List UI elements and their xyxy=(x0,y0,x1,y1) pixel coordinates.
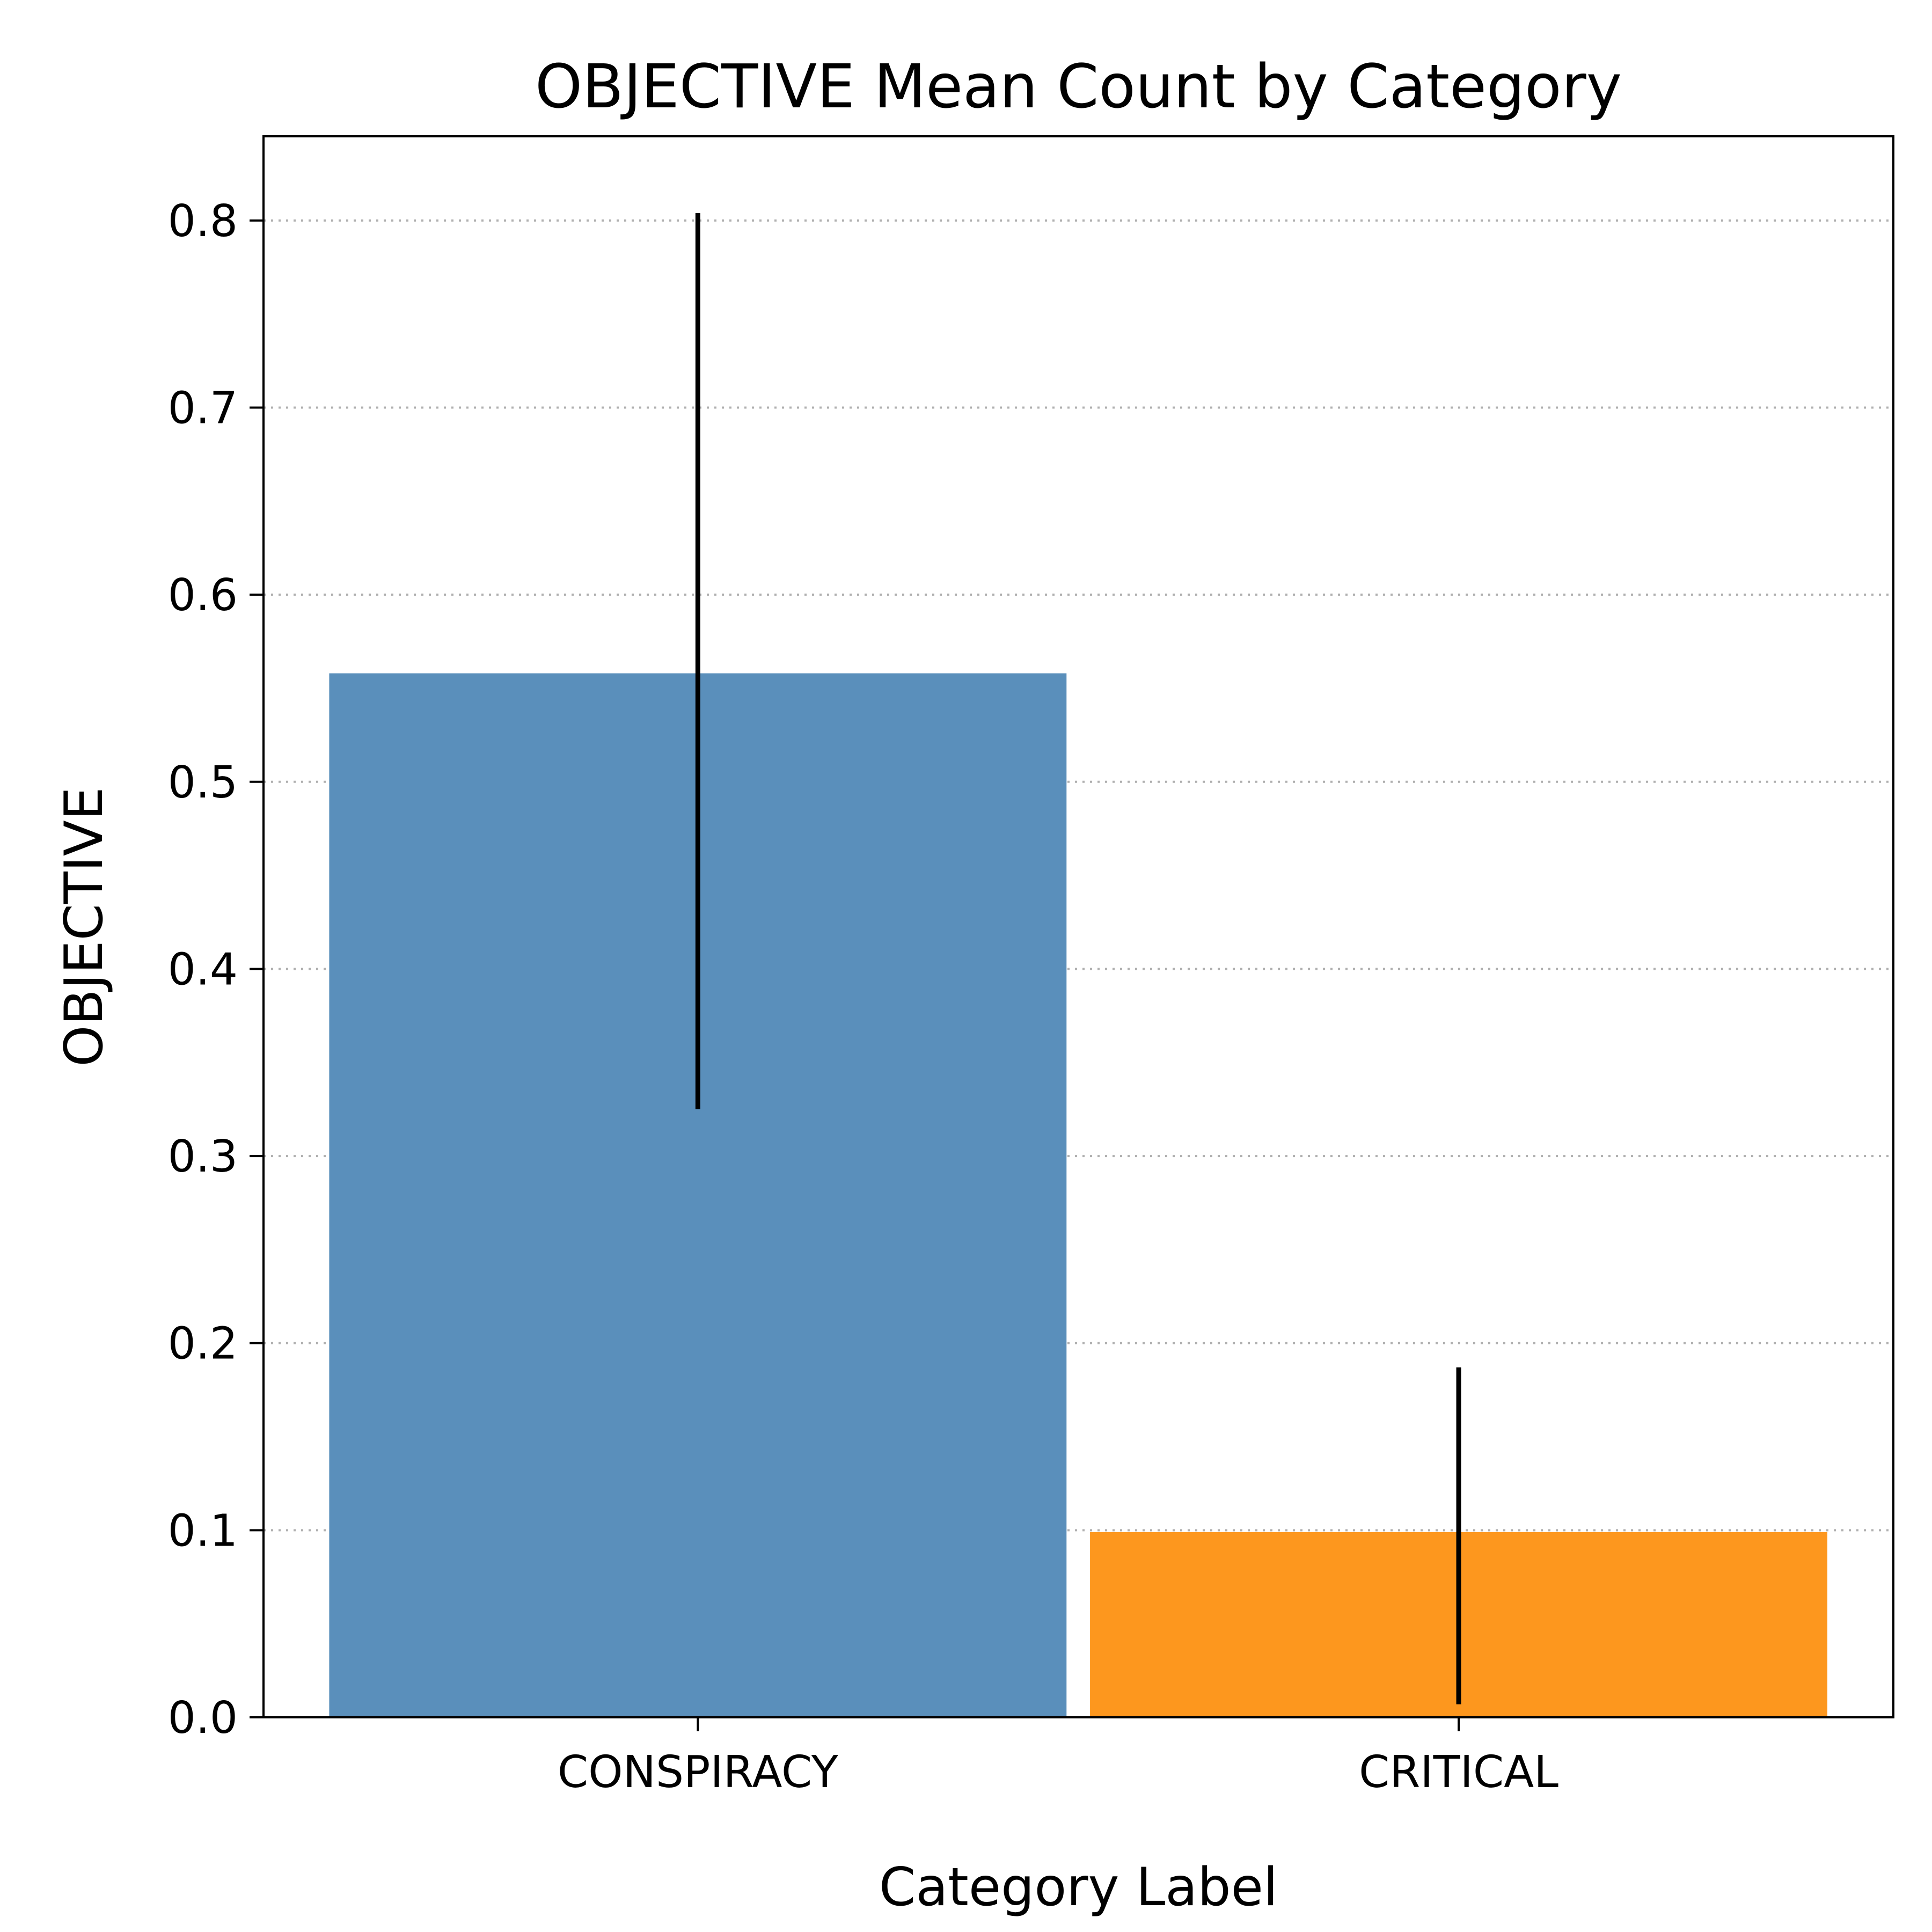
chart-title: OBJECTIVE Mean Count by Category xyxy=(535,52,1622,122)
x-axis-ticks: CONSPIRACY CRITICAL xyxy=(558,1717,1558,1798)
y-tick-label: 0.2 xyxy=(168,1319,238,1370)
y-tick-label: 0.3 xyxy=(168,1131,238,1182)
plot-frame xyxy=(262,135,1894,1718)
error-bars xyxy=(695,213,1461,1704)
y-tick-label: 0.5 xyxy=(168,757,238,808)
y-tick-label: 0.1 xyxy=(168,1505,238,1556)
x-axis-label: Category Label xyxy=(879,1857,1278,1918)
x-tick-label: CRITICAL xyxy=(1359,1747,1558,1798)
y-axis-label: OBJECTIVE xyxy=(54,787,115,1066)
x-tick-label: CONSPIRACY xyxy=(558,1747,839,1798)
y-tick-label: 0.6 xyxy=(168,570,238,621)
y-tick-label: 0.0 xyxy=(168,1693,238,1744)
y-tick-label: 0.7 xyxy=(168,383,238,434)
bars xyxy=(329,673,1827,1717)
y-tick-label: 0.8 xyxy=(168,196,238,247)
y-axis-ticks: 0.0 0.1 0.2 0.3 0.4 0.5 0.6 0.7 0.8 xyxy=(168,196,264,1744)
y-tick-label: 0.4 xyxy=(168,944,238,995)
